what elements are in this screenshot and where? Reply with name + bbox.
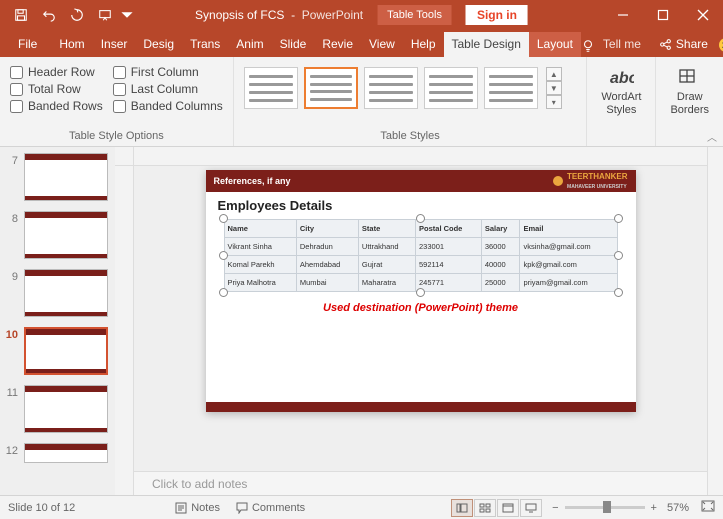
sign-in-button[interactable]: Sign in [466, 5, 528, 25]
tab-slideshow[interactable]: Slide [272, 32, 315, 57]
tab-help[interactable]: Help [403, 32, 444, 57]
slide-caption: Used destination (PowerPoint) theme [206, 302, 636, 314]
slideshow-view-icon[interactable] [520, 499, 542, 517]
thumb-12[interactable]: 12 [4, 443, 111, 463]
ribbon-tabs: File Hom Inser Desig Trans Anim Slide Re… [0, 30, 723, 57]
share-button[interactable]: Share [649, 32, 718, 57]
window-title: Synopsis of FCS - PowerPoint Table Tools… [195, 5, 528, 25]
zoom-control: − + 57% [552, 500, 715, 515]
tab-design[interactable]: Desig [135, 32, 182, 57]
qat-more-icon[interactable] [120, 2, 134, 28]
table-selection[interactable]: NameCityStatePostal CodeSalaryEmail Vikr… [224, 219, 618, 292]
minimize-icon[interactable] [603, 0, 643, 30]
slide-canvas[interactable]: References, if any TEERTHANKERMAHAVEER U… [134, 166, 707, 471]
tab-file[interactable]: File [4, 32, 51, 57]
ribbon: Header Row First Column Total Row Last C… [0, 57, 723, 147]
tab-review[interactable]: Revie [314, 32, 361, 57]
slide: References, if any TEERTHANKERMAHAVEER U… [206, 170, 636, 412]
thumb-9[interactable]: 9 [4, 269, 111, 317]
wordart-styles-button[interactable]: abc WordArt Styles [593, 61, 649, 121]
horizontal-ruler [134, 147, 707, 166]
tab-animations[interactable]: Anim [228, 32, 271, 57]
tab-view[interactable]: View [361, 32, 403, 57]
tab-home[interactable]: Hom [51, 32, 92, 57]
slide-counter: Slide 10 of 12 [8, 502, 75, 514]
chk-banded-rows[interactable]: Banded Rows [10, 99, 103, 113]
title-bar: Synopsis of FCS - PowerPoint Table Tools… [0, 0, 723, 30]
contextual-tool-label: Table Tools [377, 5, 452, 25]
thumb-7[interactable]: 7 [4, 153, 111, 201]
comments-button[interactable]: Comments [228, 502, 313, 514]
reading-view-icon[interactable] [497, 499, 519, 517]
collapse-ribbon-icon[interactable]: ︿ [707, 129, 717, 144]
sorter-view-icon[interactable] [474, 499, 496, 517]
tab-transitions[interactable]: Trans [182, 32, 228, 57]
thumb-11[interactable]: 11 [4, 385, 111, 433]
view-switcher [451, 499, 542, 517]
tab-insert[interactable]: Inser [93, 32, 136, 57]
lightbulb-icon[interactable] [581, 39, 595, 57]
tell-me[interactable]: Tell me [595, 32, 649, 57]
present-icon[interactable] [92, 2, 118, 28]
quick-access-toolbar [0, 2, 134, 28]
chk-first-column[interactable]: First Column [113, 65, 223, 79]
group-wordart: abc WordArt Styles [587, 57, 656, 146]
slide-thumbnails: 7 8 9 10 11 12 [0, 147, 115, 495]
feedback-icon[interactable] [718, 37, 723, 57]
status-bar: Slide 10 of 12 Notes Comments − + 57% [0, 495, 723, 519]
draw-borders-button[interactable]: Draw Borders [662, 61, 717, 121]
maximize-icon[interactable] [643, 0, 683, 30]
chk-last-column[interactable]: Last Column [113, 82, 223, 96]
vertical-scrollbar[interactable] [707, 147, 723, 495]
thumb-8[interactable]: 8 [4, 211, 111, 259]
notes-button[interactable]: Notes [167, 502, 228, 514]
thumb-10[interactable]: 10 [4, 327, 111, 375]
zoom-out-icon[interactable]: − [552, 502, 558, 514]
gallery-scroll[interactable]: ▲▼▾ [546, 67, 562, 109]
workspace: 7 8 9 10 11 12 References, if any TEERTH… [0, 147, 723, 495]
tab-table-design[interactable]: Table Design [444, 32, 529, 57]
close-icon[interactable] [683, 0, 723, 30]
zoom-value[interactable]: 57% [667, 502, 689, 514]
group-table-styles: ▲▼▾ Table Styles [234, 57, 588, 146]
zoom-in-icon[interactable]: + [651, 502, 657, 514]
group-table-style-options: Header Row First Column Total Row Last C… [0, 57, 234, 146]
normal-view-icon[interactable] [451, 499, 473, 517]
notes-pane[interactable]: Click to add notes [134, 471, 707, 495]
group-label: Table Styles [240, 130, 581, 144]
save-icon[interactable] [8, 2, 34, 28]
slide-footer [206, 402, 636, 412]
chk-banded-columns[interactable]: Banded Columns [113, 99, 223, 113]
vertical-ruler [115, 147, 134, 495]
slide-header: References, if any TEERTHANKERMAHAVEER U… [206, 170, 636, 192]
chk-header-row[interactable]: Header Row [10, 65, 103, 79]
group-label: Table Style Options [6, 130, 227, 144]
svg-text:abc: abc [610, 70, 634, 87]
tab-layout[interactable]: Layout [529, 32, 581, 57]
employees-table[interactable]: NameCityStatePostal CodeSalaryEmail Vikr… [224, 219, 618, 292]
undo-icon[interactable] [36, 2, 62, 28]
chk-total-row[interactable]: Total Row [10, 82, 103, 96]
fit-icon[interactable] [701, 500, 715, 515]
redo-icon[interactable] [64, 2, 90, 28]
zoom-slider[interactable] [565, 506, 645, 509]
table-styles-gallery[interactable]: ▲▼▾ [240, 61, 581, 109]
